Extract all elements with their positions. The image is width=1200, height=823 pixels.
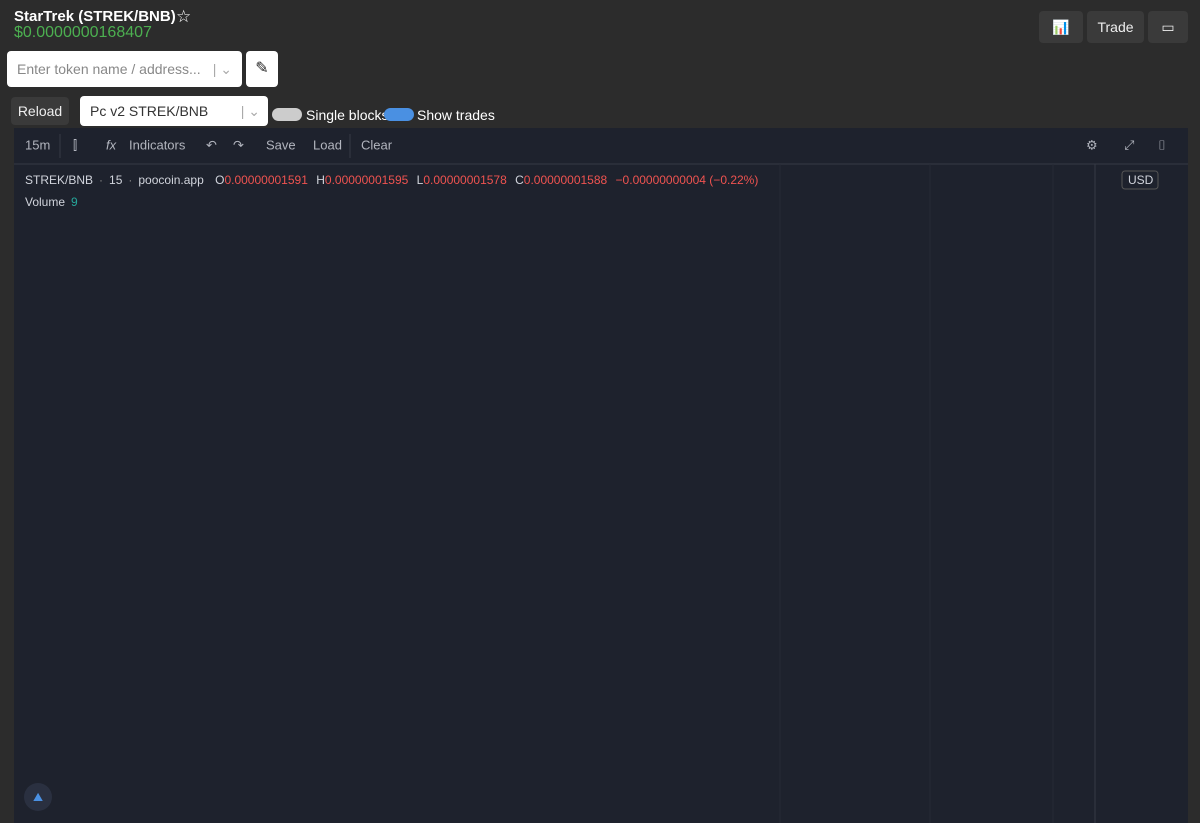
volume-value: 9 xyxy=(71,195,78,209)
l-value: 0.00000001578 xyxy=(423,173,507,187)
search-input[interactable]: Enter token name / address... | ⌄ xyxy=(7,51,242,87)
c-label: C xyxy=(515,173,524,187)
redo-icon[interactable]: ↷ xyxy=(233,137,244,152)
interval-button[interactable]: 15m xyxy=(25,137,50,152)
chart: 15m ⫿ fx Indicators ↶ ↷ Save Load Clear … xyxy=(0,128,1188,823)
volume-label: Volume xyxy=(25,195,65,209)
save-button[interactable]: Save xyxy=(266,137,296,152)
left-strip xyxy=(0,128,14,823)
single-blocks-toggle[interactable] xyxy=(272,108,302,121)
token-price: $0.0000000168407 xyxy=(14,24,152,41)
show-trades-toggle[interactable] xyxy=(384,108,414,121)
search-placeholder: Enter token name / address... xyxy=(17,61,201,77)
snapshot-icon[interactable]: ⌷ xyxy=(1158,137,1166,152)
wallet-button[interactable]: ▭ xyxy=(1148,11,1188,43)
source: poocoin.app xyxy=(138,173,204,187)
interval: 15 xyxy=(109,173,123,187)
settings-icon[interactable]: ⚙ xyxy=(1086,137,1098,152)
star-icon[interactable]: ☆ xyxy=(176,7,192,26)
o-value: 0.00000001591 xyxy=(224,173,308,187)
fx-icon: fx xyxy=(106,137,117,152)
c-value: 0.00000001588 xyxy=(524,173,608,187)
single-blocks-label: Single blocks xyxy=(306,107,389,123)
logo-icon: ⛰ xyxy=(33,790,43,804)
o-label: O xyxy=(215,173,224,187)
fullscreen-icon[interactable]: ⤢ xyxy=(1124,137,1134,152)
edit-button[interactable]: ✎ xyxy=(246,51,278,87)
l-label: L xyxy=(417,173,424,187)
currency-label: USD xyxy=(1128,173,1154,187)
chart-button[interactable]: 📊 xyxy=(1039,11,1083,43)
chart-bg xyxy=(14,128,1188,823)
volume-legend: Volume 9 xyxy=(25,195,78,209)
reload-button[interactable]: Reload xyxy=(11,97,69,125)
symbol: STREK/BNB xyxy=(25,173,93,187)
undo-icon[interactable]: ↶ xyxy=(206,137,217,152)
token-title: StarTrek (STREK/BNB) xyxy=(14,8,176,25)
show-trades-label: Show trades xyxy=(417,107,495,123)
pair-select[interactable]: Pc v2 STREK/BNB | ⌄ xyxy=(80,96,268,126)
currency-button[interactable] xyxy=(1121,170,1159,190)
load-button[interactable]: Load xyxy=(313,137,342,152)
legend: STREK/BNB · 15 · poocoin.app O0.00000001591 … xyxy=(25,173,758,187)
h-label: H xyxy=(316,173,325,187)
h-value: 0.00000001595 xyxy=(325,173,409,187)
indicators-button[interactable]: Indicators xyxy=(129,137,186,152)
pair-select-label: Pc v2 STREK/BNB xyxy=(90,103,209,119)
trade-button[interactable]: Trade xyxy=(1087,11,1144,43)
logo[interactable] xyxy=(24,783,52,811)
change: −0.00000000004 (−0.22%) xyxy=(616,173,759,187)
candle-type-icon[interactable]: ⫿ xyxy=(73,137,77,152)
clear-button[interactable]: Clear xyxy=(361,137,393,152)
